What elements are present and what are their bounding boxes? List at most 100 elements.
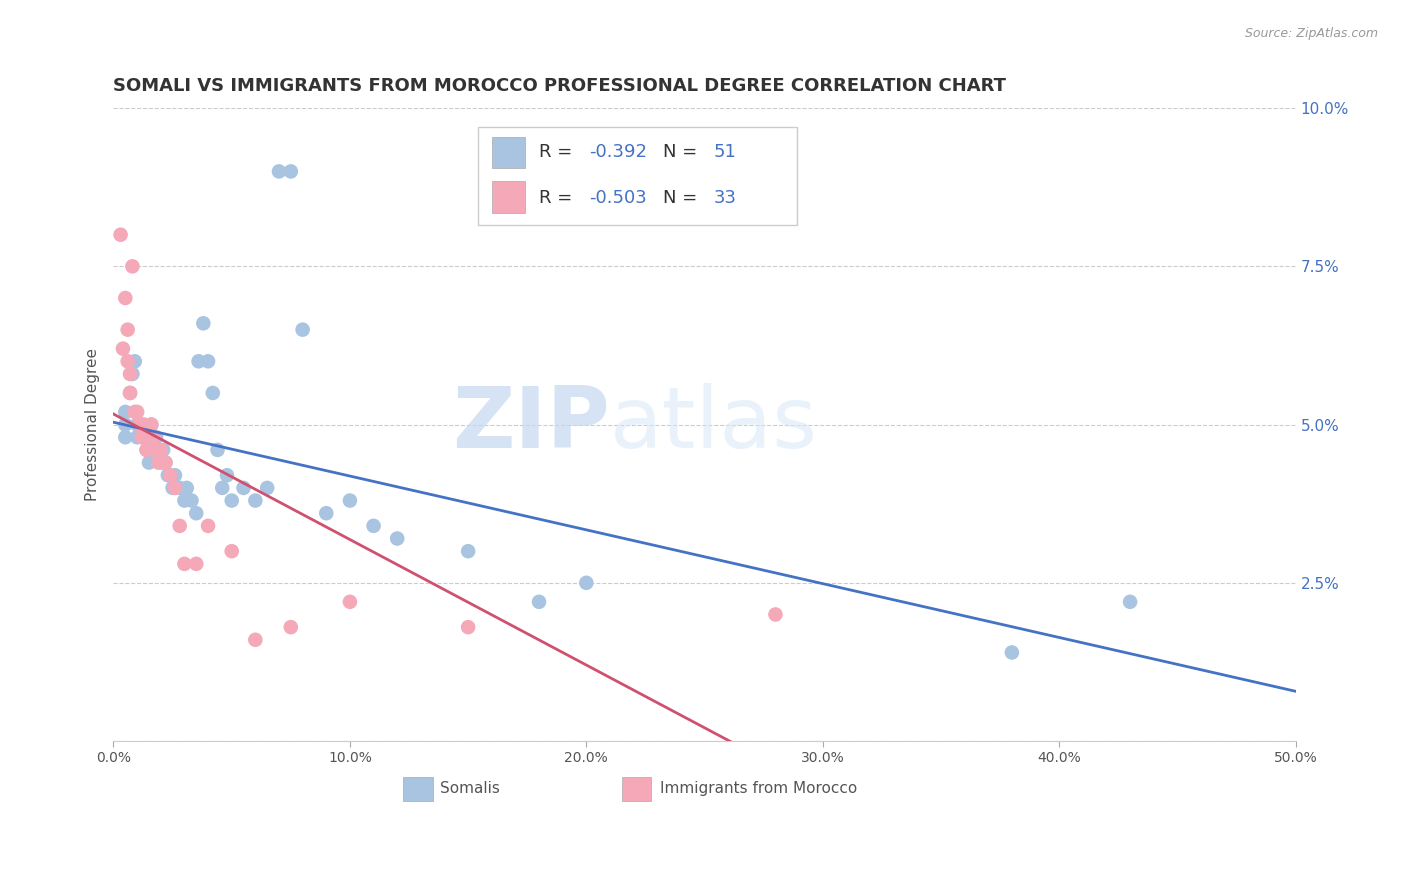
Text: Immigrants from Morocco: Immigrants from Morocco — [659, 781, 856, 796]
Point — [118, 386, 141, 401]
Point — [267, 164, 290, 178]
Point — [114, 417, 136, 432]
Point — [201, 386, 224, 401]
Point — [111, 342, 134, 356]
Point — [145, 430, 167, 444]
Point — [156, 468, 179, 483]
Text: atlas: atlas — [610, 383, 818, 467]
Text: Somalis: Somalis — [440, 781, 499, 796]
Point — [114, 405, 136, 419]
Point — [211, 481, 233, 495]
Point — [363, 519, 385, 533]
Point — [187, 354, 209, 368]
Point — [163, 481, 186, 495]
Point — [114, 291, 136, 305]
Point — [138, 430, 160, 444]
Point — [765, 607, 787, 622]
Point — [245, 632, 267, 647]
Text: N =: N = — [664, 189, 703, 207]
Point — [197, 519, 219, 533]
Point — [1001, 645, 1024, 659]
Point — [207, 442, 229, 457]
Point — [387, 532, 409, 546]
Point — [134, 417, 156, 432]
Point — [1119, 595, 1142, 609]
Point — [155, 456, 177, 470]
FancyBboxPatch shape — [404, 777, 433, 801]
Text: -0.503: -0.503 — [589, 189, 647, 207]
Point — [575, 575, 598, 590]
Point — [152, 442, 174, 457]
Point — [155, 456, 177, 470]
Point — [256, 481, 278, 495]
Point — [121, 260, 143, 274]
FancyBboxPatch shape — [621, 777, 651, 801]
Point — [221, 493, 243, 508]
Point — [121, 367, 143, 381]
Point — [124, 405, 146, 419]
Point — [145, 442, 167, 457]
Point — [232, 481, 254, 495]
Text: N =: N = — [664, 144, 703, 161]
Point — [138, 456, 160, 470]
Point — [148, 456, 170, 470]
Point — [339, 493, 361, 508]
Text: 51: 51 — [714, 144, 737, 161]
Point — [118, 386, 141, 401]
Point — [159, 468, 181, 483]
Point — [149, 442, 172, 457]
Point — [127, 417, 149, 432]
Point — [118, 367, 141, 381]
Text: 33: 33 — [714, 189, 737, 207]
Point — [169, 519, 191, 533]
Point — [142, 430, 165, 444]
Point — [291, 323, 314, 337]
Point — [280, 164, 302, 178]
Point — [141, 417, 163, 432]
Text: Source: ZipAtlas.com: Source: ZipAtlas.com — [1244, 27, 1378, 40]
Point — [110, 227, 132, 242]
Point — [457, 544, 479, 558]
Point — [280, 620, 302, 634]
Text: ZIP: ZIP — [453, 383, 610, 467]
Point — [127, 405, 149, 419]
Point — [128, 417, 150, 432]
Point — [186, 506, 208, 520]
Point — [163, 468, 186, 483]
FancyBboxPatch shape — [492, 181, 524, 212]
Point — [245, 493, 267, 508]
Point — [162, 481, 184, 495]
Point — [159, 468, 181, 483]
Point — [124, 354, 146, 368]
Point — [215, 468, 238, 483]
Point — [221, 544, 243, 558]
Text: -0.392: -0.392 — [589, 144, 647, 161]
Point — [141, 417, 163, 432]
Point — [169, 481, 191, 495]
Point — [315, 506, 337, 520]
FancyBboxPatch shape — [478, 127, 797, 225]
Point — [193, 316, 215, 330]
Point — [457, 620, 479, 634]
FancyBboxPatch shape — [492, 136, 524, 169]
Point — [173, 557, 195, 571]
Point — [339, 595, 361, 609]
Text: R =: R = — [538, 189, 578, 207]
Point — [197, 354, 219, 368]
Point — [135, 442, 157, 457]
Point — [149, 456, 172, 470]
Point — [135, 442, 157, 457]
Point — [131, 417, 153, 432]
Point — [117, 354, 139, 368]
Point — [131, 430, 153, 444]
Point — [180, 493, 202, 508]
Point — [117, 323, 139, 337]
Point — [127, 430, 149, 444]
Point — [527, 595, 550, 609]
Y-axis label: Professional Degree: Professional Degree — [86, 348, 100, 501]
Text: SOMALI VS IMMIGRANTS FROM MOROCCO PROFESSIONAL DEGREE CORRELATION CHART: SOMALI VS IMMIGRANTS FROM MOROCCO PROFES… — [114, 78, 1007, 95]
Text: R =: R = — [538, 144, 578, 161]
Point — [176, 481, 198, 495]
Point — [148, 449, 170, 463]
Point — [186, 557, 208, 571]
